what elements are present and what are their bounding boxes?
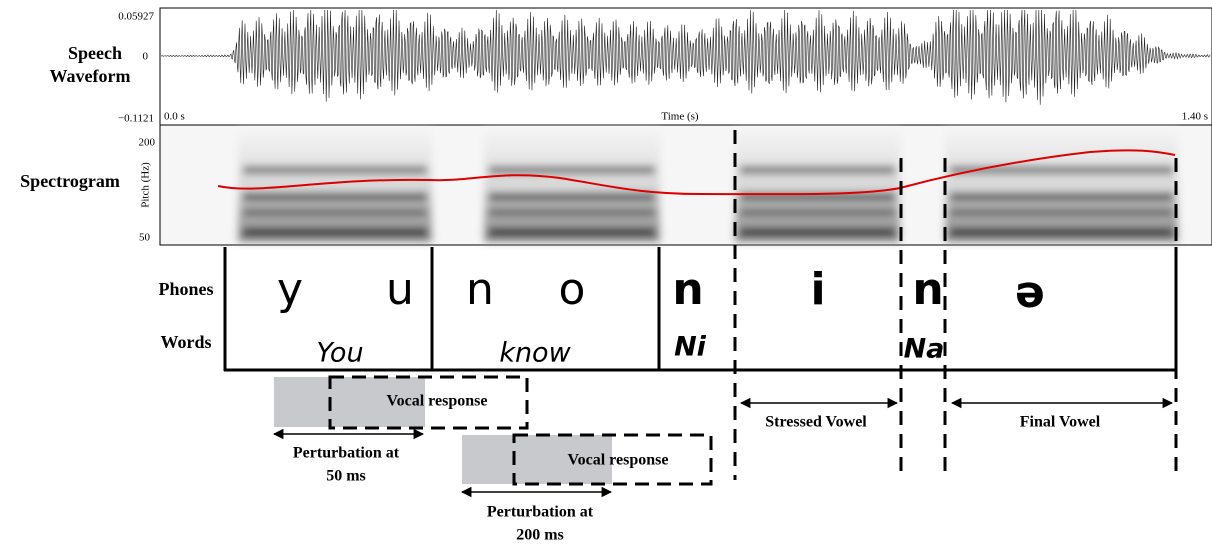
time-axis: Time (s) [661, 111, 699, 123]
pitch-tick: 200 [139, 137, 156, 149]
word: Na [904, 334, 945, 365]
y-max: 0.05927 [118, 11, 154, 23]
final-vowel-label: Final Vowel [1020, 414, 1101, 431]
time-start: 0.0 s [164, 111, 185, 123]
tier-label: Words [160, 332, 211, 352]
stressed-vowel-label: Stressed Vowel [765, 414, 867, 431]
formant-band [950, 228, 1173, 236]
response-label: Vocal response [568, 452, 669, 469]
spectrogram-band [735, 130, 900, 242]
tier-label: Phones [158, 279, 213, 299]
pitch-tick: 50 [139, 232, 151, 244]
formant-band [740, 228, 895, 236]
y-zero: 0 [143, 51, 149, 63]
phone: o [559, 264, 586, 315]
formant-band [740, 208, 895, 216]
phone: n [466, 264, 494, 315]
phone: n [912, 264, 943, 315]
perturbation-label: 200 ms [516, 527, 564, 544]
waveform-label: Waveform [50, 66, 131, 86]
formant-band [950, 166, 1173, 174]
formant-band [243, 208, 427, 216]
word: know [499, 338, 571, 369]
y-min: −0.1121 [118, 113, 154, 125]
formant-band [740, 166, 895, 174]
perturbation-label: Perturbation at [293, 445, 400, 462]
word: You [316, 338, 363, 369]
formant-band [243, 166, 427, 174]
spectrogram-label: Spectrogram [20, 171, 120, 191]
pitch-axis-label: Pitch (Hz) [140, 162, 152, 208]
time-end: 1.40 s [1182, 111, 1208, 123]
perturbation-label: Perturbation at [487, 504, 594, 521]
phone: ə [1015, 267, 1045, 318]
response-label: Vocal response [387, 393, 488, 410]
formant-band [950, 208, 1173, 216]
spectrogram-band [238, 130, 432, 242]
waveform-label: Speech [68, 43, 122, 63]
formant-band [950, 193, 1173, 201]
formant-band [243, 228, 427, 236]
diagram: Speech Waveform 0.05927 0 −0.1121 0.0 s … [0, 0, 1212, 546]
formant-band [489, 208, 655, 216]
formant-band [489, 166, 655, 174]
formant-band [489, 228, 655, 236]
phone: i [810, 264, 825, 315]
spectrogram-band [484, 130, 660, 242]
word: Ni [674, 332, 707, 363]
phone: u [386, 264, 414, 315]
phone: n [672, 264, 703, 315]
formant-band [243, 193, 427, 201]
formant-band [489, 193, 655, 201]
phone: y [277, 264, 303, 315]
perturbation-label: 50 ms [326, 468, 366, 485]
spectrogram-band [945, 130, 1178, 242]
